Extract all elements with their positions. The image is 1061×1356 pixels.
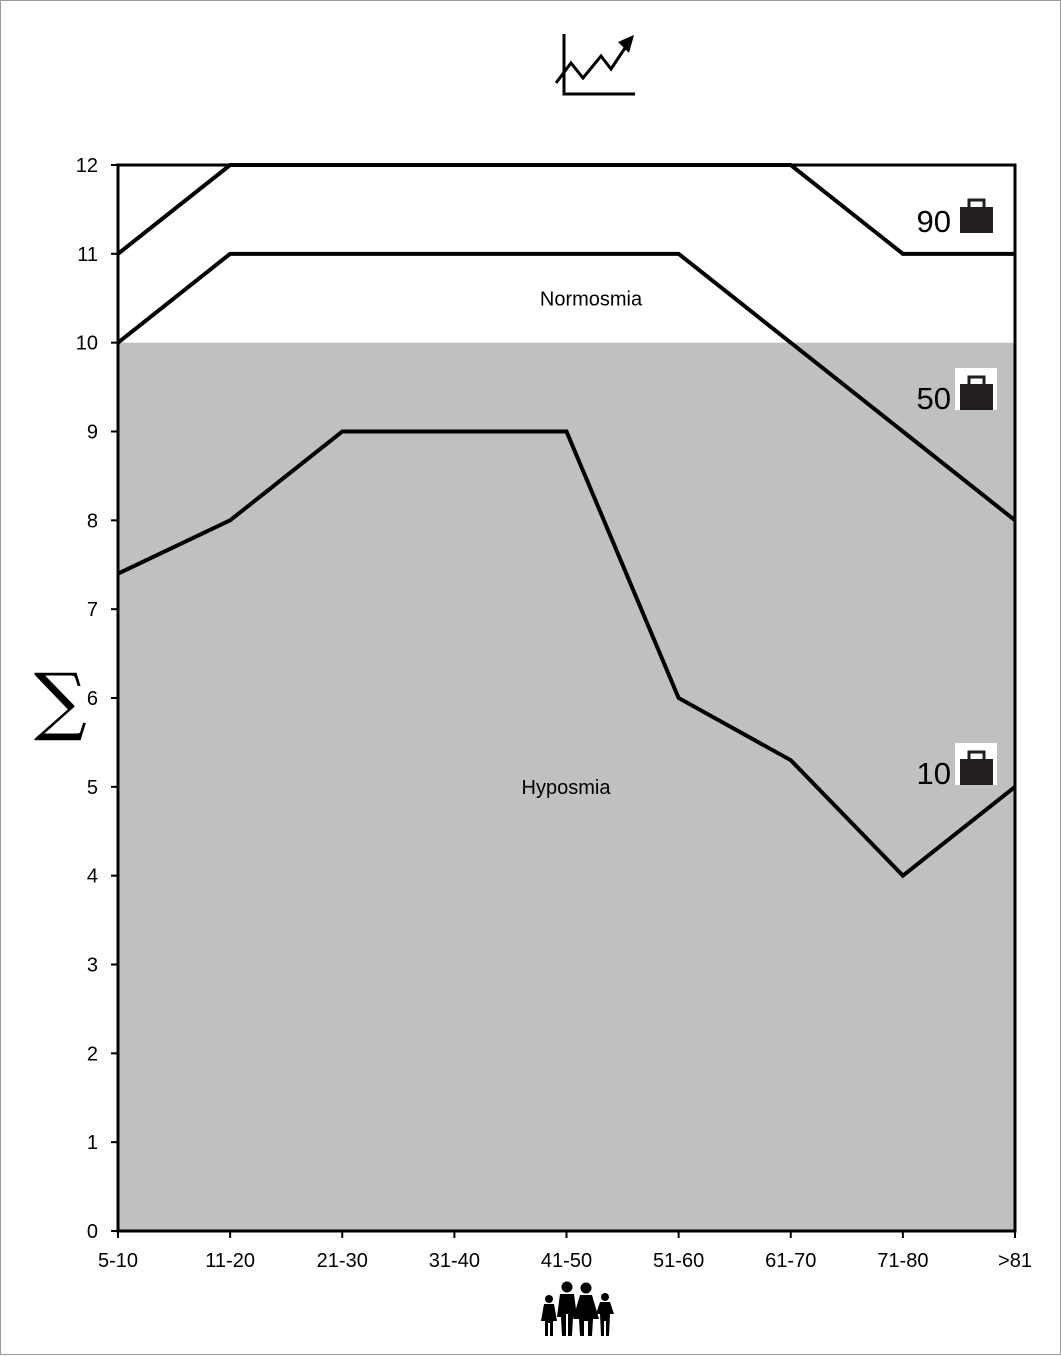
briefcase-icon bbox=[960, 198, 993, 233]
series-label-50: 50 bbox=[917, 381, 951, 416]
x-tick-label: 61-70 bbox=[765, 1250, 816, 1272]
region-label-normosmia: Normosmia bbox=[540, 288, 643, 310]
briefcase-icon bbox=[960, 750, 993, 785]
y-tick-label: 1 bbox=[87, 1132, 98, 1154]
x-tick-label: 21-30 bbox=[317, 1250, 368, 1272]
y-tick-label: 12 bbox=[76, 155, 98, 177]
x-tick-label: 41-50 bbox=[541, 1250, 592, 1272]
y-tick-label: 6 bbox=[87, 688, 98, 710]
trend-chart-icon bbox=[554, 34, 635, 96]
y-tick-label: 0 bbox=[87, 1221, 98, 1243]
x-tick-label: 51-60 bbox=[653, 1250, 704, 1272]
x-tick-label: 71-80 bbox=[877, 1250, 928, 1272]
y-tick-label: 2 bbox=[87, 1043, 98, 1065]
y-tick-label: 7 bbox=[87, 599, 98, 621]
y-tick-label: 4 bbox=[87, 866, 98, 888]
series-line-10 bbox=[117, 429, 1017, 879]
family-people-icon bbox=[541, 1281, 614, 1336]
x-tick-label: 5-10 bbox=[98, 1250, 138, 1272]
y-tick-label: 5 bbox=[87, 777, 98, 799]
x-tick-label: >81 bbox=[998, 1250, 1032, 1272]
y-axis-label: ∑ bbox=[34, 658, 87, 744]
y-tick-label: 8 bbox=[87, 510, 98, 532]
series-line-90 bbox=[116, 163, 1015, 256]
x-tick-label: 11-20 bbox=[205, 1250, 255, 1272]
series-line-50 bbox=[116, 251, 1017, 522]
series-label-90: 90 bbox=[917, 204, 951, 239]
y-tick-label: 3 bbox=[87, 955, 98, 977]
briefcase-icon bbox=[960, 375, 993, 410]
series-label-10: 10 bbox=[917, 756, 951, 791]
region-label-hyposmia: Hyposmia bbox=[522, 777, 612, 799]
y-tick-label: 11 bbox=[77, 244, 98, 266]
y-tick-label: 10 bbox=[76, 333, 98, 355]
y-tick-label: 9 bbox=[87, 422, 98, 444]
x-tick-label: 31-40 bbox=[429, 1250, 480, 1272]
